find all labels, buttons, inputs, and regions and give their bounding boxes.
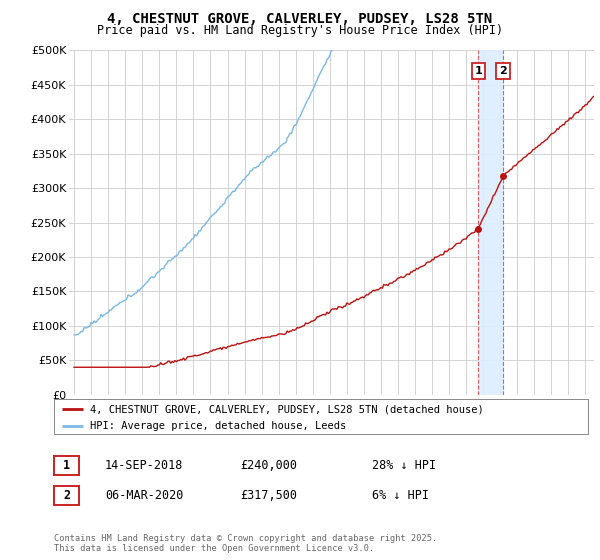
Text: 28% ↓ HPI: 28% ↓ HPI xyxy=(372,459,436,473)
Text: 1: 1 xyxy=(63,459,70,473)
Text: £240,000: £240,000 xyxy=(240,459,297,473)
Bar xyxy=(478,50,503,395)
Text: 06-MAR-2020: 06-MAR-2020 xyxy=(105,489,184,502)
Text: 4, CHESTNUT GROVE, CALVERLEY, PUDSEY, LS28 5TN (detached house): 4, CHESTNUT GROVE, CALVERLEY, PUDSEY, LS… xyxy=(91,404,484,414)
Text: Price paid vs. HM Land Registry's House Price Index (HPI): Price paid vs. HM Land Registry's House … xyxy=(97,24,503,36)
Text: 4, CHESTNUT GROVE, CALVERLEY, PUDSEY, LS28 5TN: 4, CHESTNUT GROVE, CALVERLEY, PUDSEY, LS… xyxy=(107,12,493,26)
Text: 2: 2 xyxy=(499,66,507,76)
Text: 2: 2 xyxy=(63,489,70,502)
Text: 14-SEP-2018: 14-SEP-2018 xyxy=(105,459,184,473)
Text: 6% ↓ HPI: 6% ↓ HPI xyxy=(372,489,429,502)
Text: HPI: Average price, detached house, Leeds: HPI: Average price, detached house, Leed… xyxy=(91,421,347,431)
Text: £317,500: £317,500 xyxy=(240,489,297,502)
Text: Contains HM Land Registry data © Crown copyright and database right 2025.
This d: Contains HM Land Registry data © Crown c… xyxy=(54,534,437,553)
Text: 1: 1 xyxy=(475,66,482,76)
